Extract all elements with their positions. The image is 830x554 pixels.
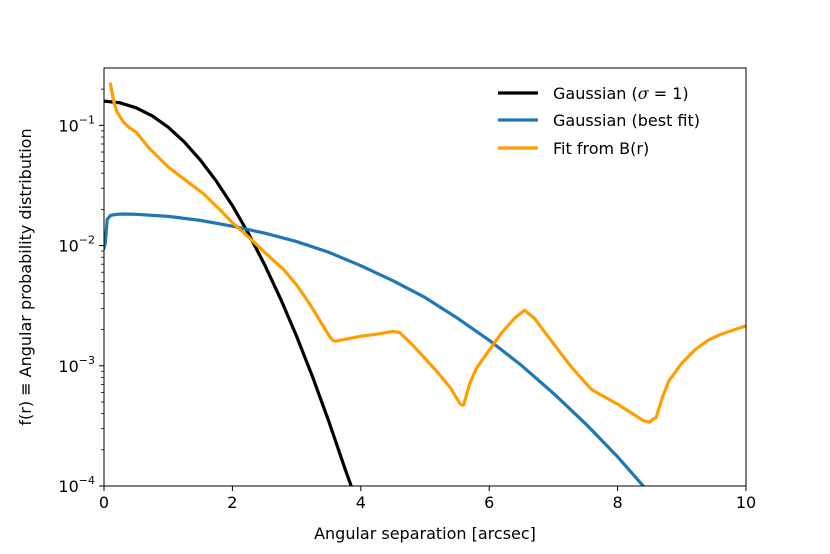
y-axis: 10−4 10−3 10−2 10−1 [58, 88, 104, 496]
x-axis-label: Angular separation [arcsec] [314, 524, 536, 543]
y-tick-label: 10−3 [58, 354, 95, 376]
legend-label-fit-from-b: Fit from B(r) [553, 139, 649, 158]
x-tick-label: 8 [613, 493, 623, 512]
x-axis: 0 2 4 6 8 10 [99, 486, 756, 512]
series-layer [104, 82, 746, 486]
legend-label-gaussian-best-fit: Gaussian (best fit) [553, 111, 700, 130]
y-tick-label: 10−4 [58, 474, 95, 496]
x-tick-label: 2 [227, 493, 237, 512]
series-line-gaussian-best-fit [104, 212, 646, 486]
legend-label-gaussian-sigma1: Gaussian (σ = 1) [553, 84, 689, 103]
series-line-fit-from-b [108, 82, 746, 424]
y-tick-label: 10−2 [58, 234, 95, 256]
x-tick-label: 10 [736, 493, 756, 512]
x-tick-label: 0 [99, 493, 109, 512]
plot-frame [103, 67, 747, 487]
y-axis-label: f(r) ≡ Angular probability distribution [16, 128, 35, 425]
x-tick-label: 6 [484, 493, 494, 512]
series-line-gaussian-sigma1 [104, 99, 353, 486]
y-tick-label: 10−1 [58, 113, 95, 135]
x-tick-label: 4 [356, 493, 366, 512]
legend: Gaussian (σ = 1) Gaussian (best fit) Fit… [498, 84, 700, 158]
